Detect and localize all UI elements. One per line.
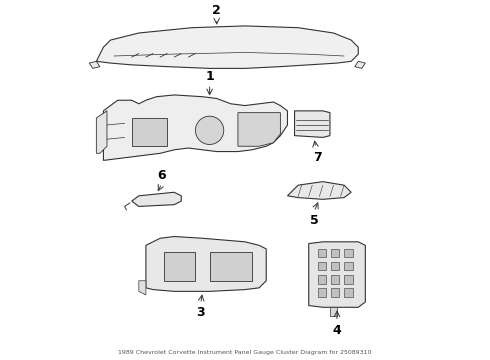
Polygon shape: [139, 281, 146, 295]
Polygon shape: [89, 61, 100, 68]
Polygon shape: [132, 192, 181, 206]
Text: 7: 7: [313, 150, 322, 163]
Text: 1: 1: [205, 69, 214, 82]
Circle shape: [196, 116, 224, 144]
Text: 1989 Chevrolet Corvette Instrument Panel Gauge Cluster Diagram for 25089310: 1989 Chevrolet Corvette Instrument Panel…: [118, 350, 372, 355]
Polygon shape: [330, 307, 337, 316]
Polygon shape: [294, 111, 330, 138]
Text: 4: 4: [333, 324, 342, 337]
Polygon shape: [355, 61, 366, 68]
Polygon shape: [318, 288, 326, 297]
Text: 3: 3: [196, 306, 204, 319]
Polygon shape: [331, 248, 340, 257]
Polygon shape: [344, 262, 353, 270]
Text: 5: 5: [310, 214, 318, 227]
Polygon shape: [318, 262, 326, 270]
Polygon shape: [331, 288, 340, 297]
Polygon shape: [238, 113, 280, 146]
Text: 2: 2: [212, 4, 221, 17]
Polygon shape: [344, 288, 353, 297]
Polygon shape: [309, 242, 366, 307]
Polygon shape: [210, 252, 252, 281]
Polygon shape: [344, 275, 353, 284]
Polygon shape: [318, 275, 326, 284]
Polygon shape: [97, 26, 358, 68]
Polygon shape: [288, 182, 351, 199]
Polygon shape: [344, 248, 353, 257]
Polygon shape: [331, 275, 340, 284]
Polygon shape: [103, 95, 288, 161]
Polygon shape: [164, 252, 196, 281]
Polygon shape: [331, 262, 340, 270]
Text: 6: 6: [157, 168, 166, 182]
Polygon shape: [132, 118, 167, 146]
Polygon shape: [318, 248, 326, 257]
Polygon shape: [146, 237, 266, 291]
Polygon shape: [97, 111, 107, 153]
